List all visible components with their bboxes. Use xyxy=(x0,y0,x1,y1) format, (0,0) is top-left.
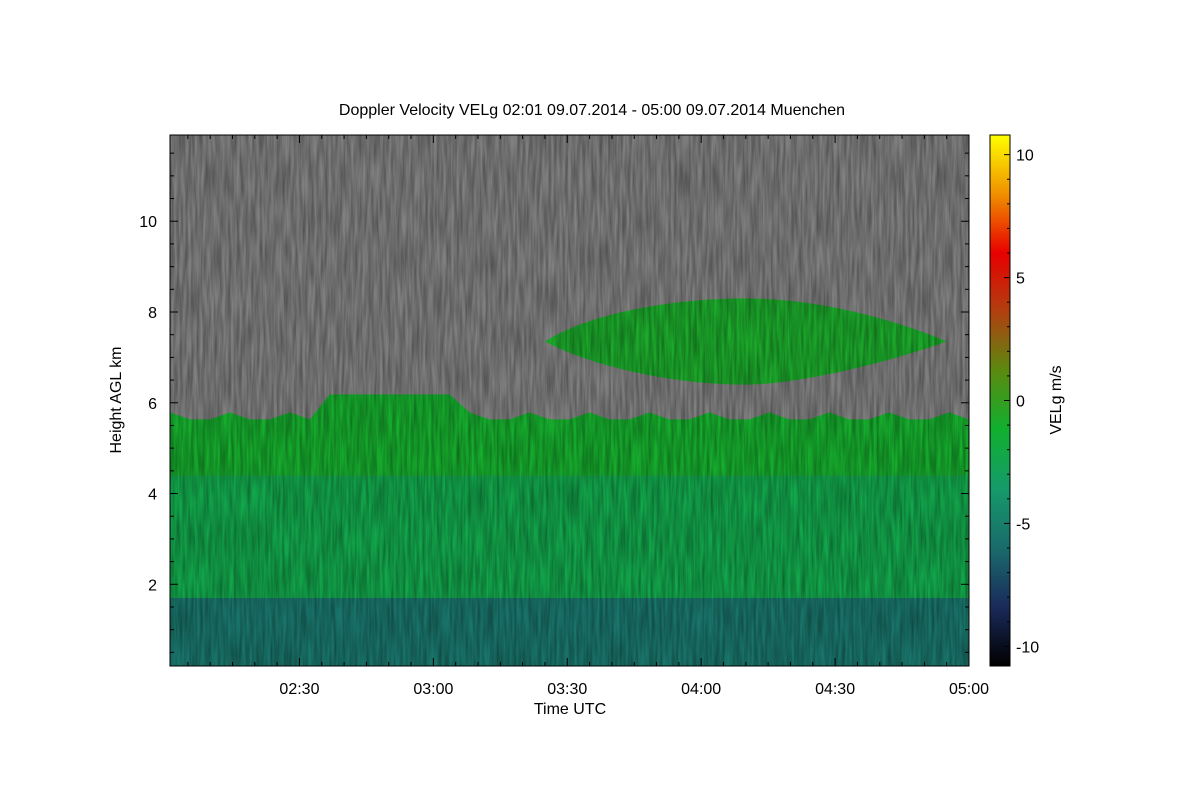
colorbar: -10 -5 0 5 10 VELg m/s xyxy=(989,134,1065,667)
plot-area xyxy=(170,135,969,666)
x-tick-label: 04:00 xyxy=(681,681,721,698)
colorbar-tick-label: 5 xyxy=(1016,271,1025,288)
chart-title: Doppler Velocity VELg 02:01 09.07.2014 -… xyxy=(339,102,845,119)
y-tick-label: 4 xyxy=(148,487,157,504)
x-tick-label: 05:00 xyxy=(949,681,989,698)
x-tick-label: 04:30 xyxy=(815,681,855,698)
y-axis-label: Height AGL km xyxy=(108,346,125,453)
colorbar-tick-label: -10 xyxy=(1016,639,1039,656)
y-tick-label: 8 xyxy=(148,305,157,322)
y-tick-label: 6 xyxy=(148,396,157,413)
texture-overlay xyxy=(170,135,969,666)
colorbar-label: VELg m/s xyxy=(1048,365,1065,434)
y-tick-label: 10 xyxy=(139,214,157,231)
x-tick-label: 03:30 xyxy=(547,681,587,698)
colorbar-tick-label: -5 xyxy=(1016,516,1030,533)
colorbar-tick-label: 0 xyxy=(1016,394,1025,411)
y-tick-label: 2 xyxy=(148,577,157,594)
x-axis-label: Time UTC xyxy=(534,701,606,718)
y-axis: 2 4 6 8 10 xyxy=(139,152,969,653)
x-axis: 02:30 03:00 03:30 04:00 04:30 05:00 xyxy=(187,135,989,698)
plot-frame xyxy=(169,134,970,667)
x-tick-label: 03:00 xyxy=(413,681,453,698)
colorbar-tick-label: 10 xyxy=(1016,148,1034,165)
x-tick-label: 02:30 xyxy=(279,681,319,698)
